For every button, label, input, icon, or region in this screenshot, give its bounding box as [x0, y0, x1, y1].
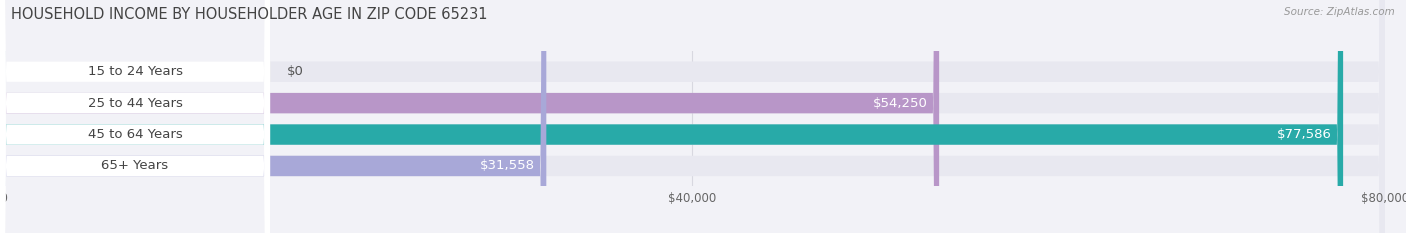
Text: 15 to 24 Years: 15 to 24 Years: [87, 65, 183, 78]
Text: HOUSEHOLD INCOME BY HOUSEHOLDER AGE IN ZIP CODE 65231: HOUSEHOLD INCOME BY HOUSEHOLDER AGE IN Z…: [11, 7, 488, 22]
FancyBboxPatch shape: [0, 0, 270, 233]
Text: 25 to 44 Years: 25 to 44 Years: [87, 97, 183, 110]
FancyBboxPatch shape: [0, 0, 270, 233]
FancyBboxPatch shape: [0, 0, 1343, 233]
Text: $0: $0: [287, 65, 304, 78]
Text: 45 to 64 Years: 45 to 64 Years: [87, 128, 183, 141]
FancyBboxPatch shape: [0, 0, 547, 233]
Text: $77,586: $77,586: [1277, 128, 1331, 141]
Text: Source: ZipAtlas.com: Source: ZipAtlas.com: [1284, 7, 1395, 17]
Text: $31,558: $31,558: [481, 159, 536, 172]
Text: $54,250: $54,250: [873, 97, 928, 110]
Text: 65+ Years: 65+ Years: [101, 159, 169, 172]
FancyBboxPatch shape: [0, 0, 270, 233]
FancyBboxPatch shape: [0, 0, 939, 233]
FancyBboxPatch shape: [0, 0, 270, 233]
